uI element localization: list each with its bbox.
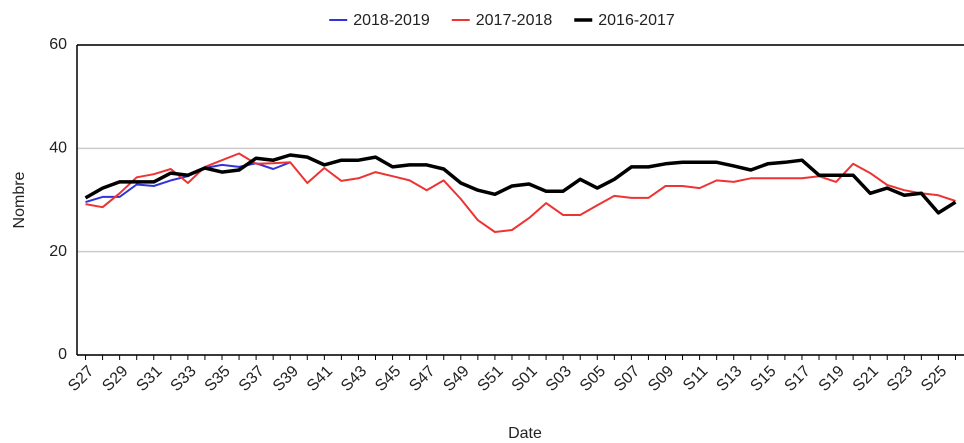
series-line (85, 152, 956, 233)
y-tick-label: 60 (49, 36, 67, 53)
legend-label: 2018-2019 (353, 12, 430, 29)
legend-label: 2016-2017 (598, 12, 675, 29)
x-tick-label: S23 (884, 363, 916, 395)
x-tick-label: S45 (372, 363, 404, 395)
x-tick-label: S49 (440, 363, 472, 395)
x-tick-label: S29 (99, 363, 131, 395)
y-tick-label: 20 (49, 243, 67, 260)
x-tick-label: S41 (304, 363, 336, 395)
x-axis-title: Date (508, 425, 542, 442)
x-tick-label: S13 (713, 363, 745, 395)
x-tick-label: S37 (236, 363, 268, 395)
x-tick-label: S25 (918, 363, 950, 395)
legend-label: 2017-2018 (476, 12, 553, 29)
x-tick-label: S51 (475, 363, 507, 395)
x-tick-label: S43 (338, 363, 370, 395)
x-tick-label: S09 (645, 363, 677, 395)
x-tick-label: S39 (270, 363, 302, 395)
series-line (84, 153, 957, 215)
legend: 2018-2019 2017-2018 2016-2017 (329, 12, 675, 29)
y-tick-label: 40 (49, 140, 67, 157)
x-tick-label: S21 (850, 363, 882, 395)
x-tick-label: S35 (202, 363, 234, 395)
x-tick-label: S03 (543, 363, 575, 395)
x-tick-label: S05 (577, 363, 609, 395)
x-tick-label: S17 (782, 363, 814, 395)
x-tick-label: S27 (65, 363, 97, 395)
x-tick-label: S07 (611, 363, 643, 395)
x-tick-label: S33 (168, 363, 200, 395)
x-tick-label: S15 (747, 363, 779, 395)
y-axis-title: Nombre (11, 171, 28, 228)
x-tick-label: S11 (680, 363, 711, 394)
y-tick-label: 0 (58, 346, 67, 363)
x-tick-label: S31 (133, 363, 165, 395)
x-tick-label: S01 (509, 363, 541, 395)
x-tick-label: S19 (816, 363, 848, 395)
x-tick-label: S47 (406, 363, 438, 395)
